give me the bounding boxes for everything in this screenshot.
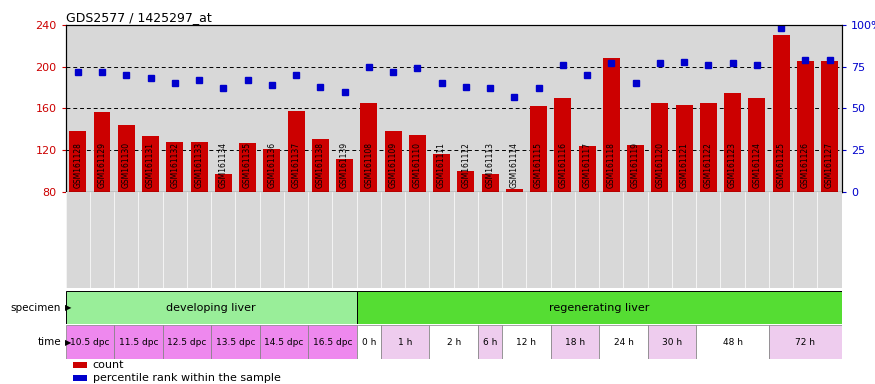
Bar xyxy=(385,131,402,192)
Bar xyxy=(599,325,648,359)
Bar xyxy=(627,145,644,192)
Bar xyxy=(74,362,88,368)
Bar xyxy=(166,142,183,192)
Bar xyxy=(360,103,377,192)
Text: 11.5 dpc: 11.5 dpc xyxy=(119,338,158,347)
Text: ▶: ▶ xyxy=(65,303,71,312)
Bar xyxy=(288,111,304,192)
Bar xyxy=(381,325,430,359)
Text: 0 h: 0 h xyxy=(361,338,376,347)
Bar xyxy=(481,174,499,192)
Bar xyxy=(700,103,717,192)
Text: specimen: specimen xyxy=(10,303,61,313)
Bar xyxy=(433,154,450,192)
Text: 6 h: 6 h xyxy=(483,338,497,347)
Text: count: count xyxy=(93,360,124,370)
Bar xyxy=(748,98,766,192)
Text: 10.5 dpc: 10.5 dpc xyxy=(70,338,109,347)
Text: 1 h: 1 h xyxy=(398,338,412,347)
Text: 2 h: 2 h xyxy=(446,338,461,347)
Bar xyxy=(74,374,88,381)
Bar xyxy=(603,58,620,192)
Bar xyxy=(260,325,308,359)
Bar xyxy=(696,325,769,359)
Text: 30 h: 30 h xyxy=(662,338,682,347)
Bar xyxy=(676,105,693,192)
Bar xyxy=(142,136,159,192)
Text: 13.5 dpc: 13.5 dpc xyxy=(215,338,256,347)
Text: 14.5 dpc: 14.5 dpc xyxy=(264,338,304,347)
Bar xyxy=(651,103,668,192)
Bar xyxy=(773,35,789,192)
Text: 48 h: 48 h xyxy=(723,338,743,347)
Text: 12.5 dpc: 12.5 dpc xyxy=(167,338,206,347)
Bar xyxy=(214,174,232,192)
Bar xyxy=(478,325,502,359)
Text: 16.5 dpc: 16.5 dpc xyxy=(312,338,352,347)
Bar xyxy=(550,325,599,359)
Bar xyxy=(458,171,474,192)
Bar xyxy=(530,106,547,192)
Text: percentile rank within the sample: percentile rank within the sample xyxy=(93,373,281,383)
Bar xyxy=(118,125,135,192)
Bar xyxy=(312,139,329,192)
Bar xyxy=(163,325,211,359)
Bar xyxy=(191,142,207,192)
Bar xyxy=(357,325,381,359)
Bar xyxy=(578,146,596,192)
Bar xyxy=(357,291,842,324)
Text: 24 h: 24 h xyxy=(613,338,634,347)
Bar xyxy=(821,61,838,192)
Bar xyxy=(430,325,478,359)
Bar xyxy=(66,325,114,359)
Bar xyxy=(724,93,741,192)
Bar xyxy=(506,189,522,192)
Bar xyxy=(502,325,550,359)
Bar xyxy=(336,159,353,192)
Bar xyxy=(211,325,260,359)
Bar xyxy=(797,61,814,192)
Bar xyxy=(308,325,357,359)
Text: 72 h: 72 h xyxy=(795,338,816,347)
Text: regenerating liver: regenerating liver xyxy=(549,303,649,313)
Bar xyxy=(769,325,842,359)
Bar xyxy=(94,112,110,192)
Bar xyxy=(555,98,571,192)
Text: 18 h: 18 h xyxy=(565,338,585,347)
Bar xyxy=(114,325,163,359)
Bar xyxy=(648,325,696,359)
Text: GDS2577 / 1425297_at: GDS2577 / 1425297_at xyxy=(66,11,212,24)
Bar xyxy=(69,131,87,192)
Bar xyxy=(409,134,426,192)
Text: developing liver: developing liver xyxy=(166,303,256,313)
Bar xyxy=(263,149,280,192)
Text: 12 h: 12 h xyxy=(516,338,536,347)
Bar xyxy=(66,291,357,324)
Bar xyxy=(239,143,256,192)
Text: time: time xyxy=(38,337,61,347)
Text: ▶: ▶ xyxy=(65,338,71,347)
